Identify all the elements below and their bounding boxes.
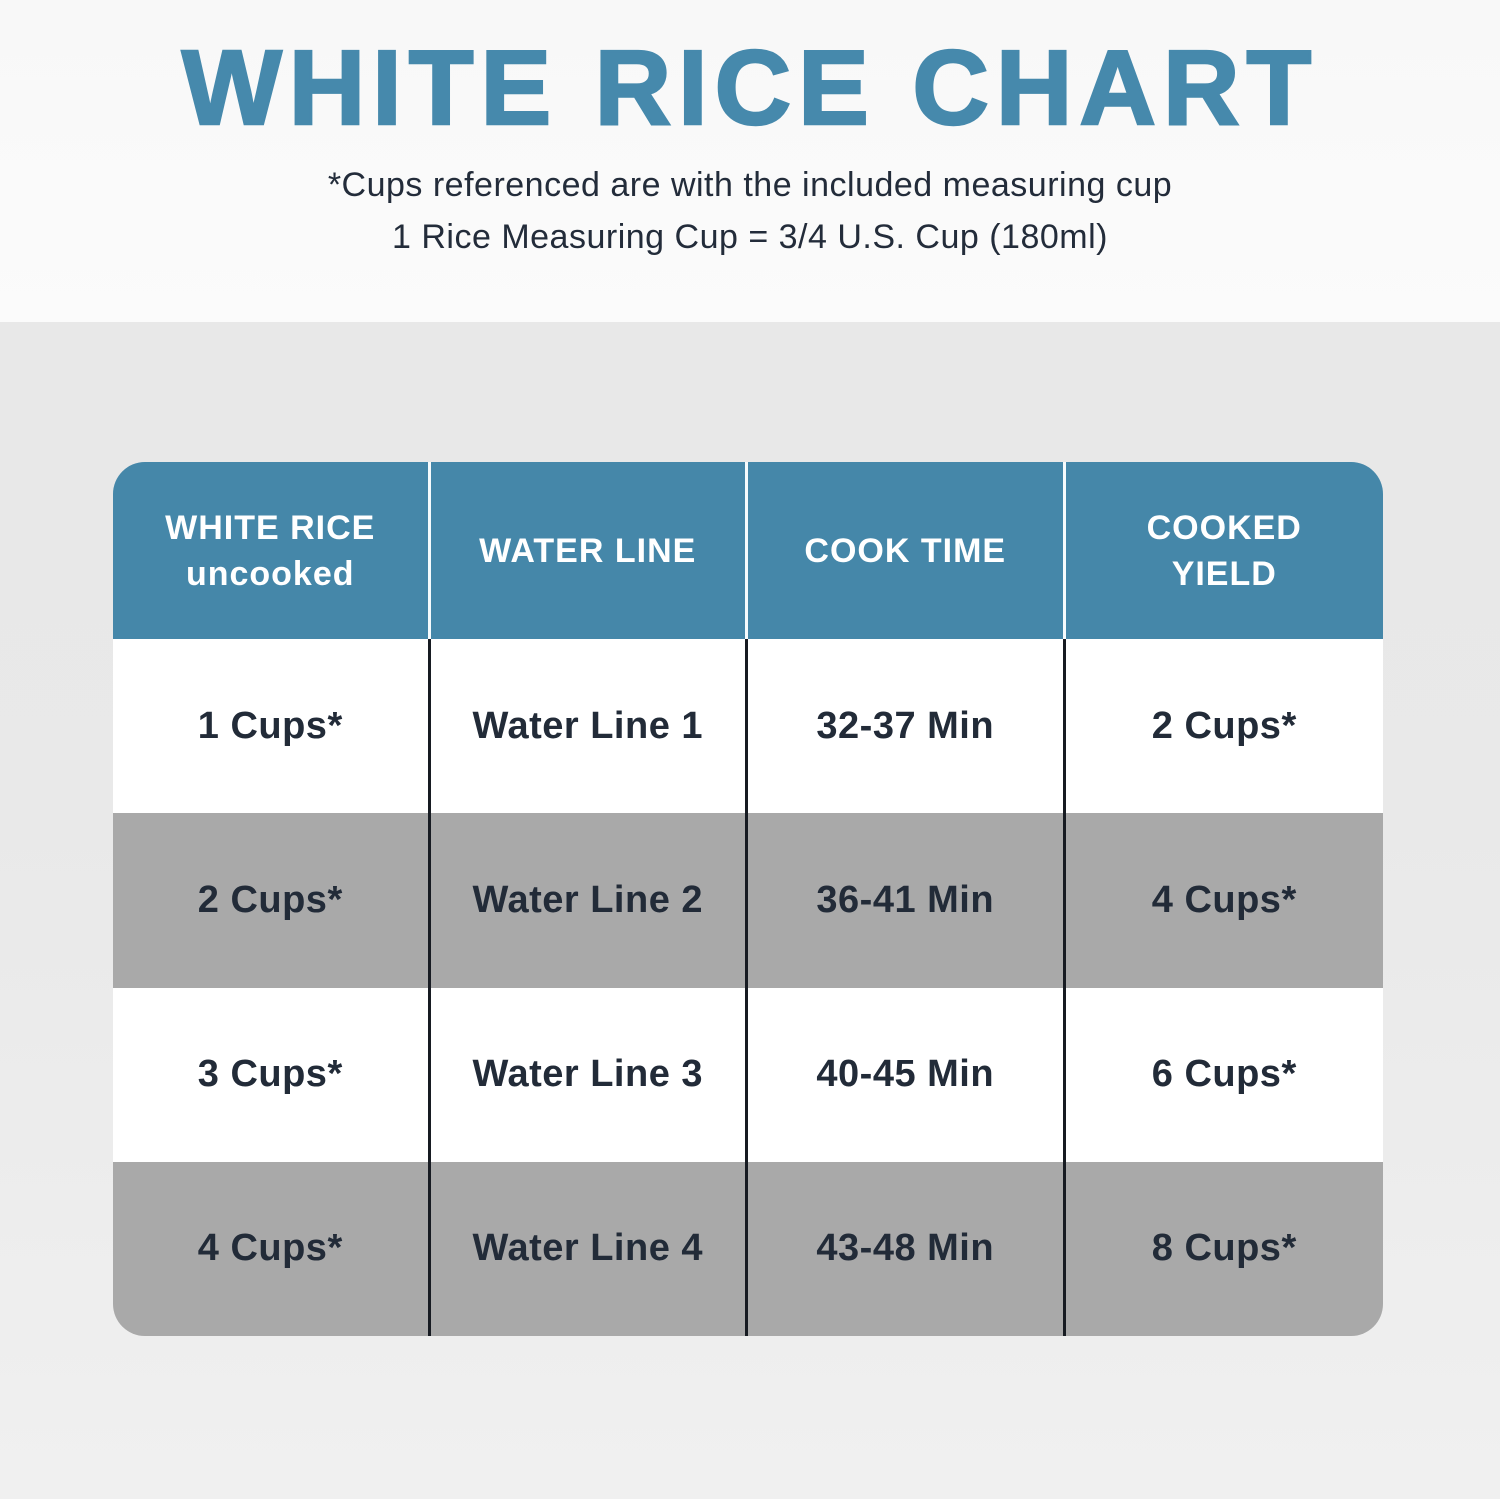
table-cell-waterline-r4: Water Line 4 [430, 1161, 748, 1336]
table-cell-yield-r2: 4 Cups* [1065, 813, 1383, 988]
page-title: WHITE RICE CHART [180, 29, 1319, 148]
subtitle-line-1: *Cups referenced are with the included m… [327, 165, 1173, 204]
table-cell-uncooked-r1: 1 Cups* [113, 639, 431, 814]
column-header-line: COOKED [1146, 508, 1302, 547]
table-cell-waterline-r3: Water Line 3 [430, 987, 748, 1162]
header-section: WHITE RICE CHART *Cups referenced are wi… [0, 0, 1500, 322]
table-cell-yield-r4: 8 Cups* [1065, 1161, 1383, 1336]
column-header-cooked-yield: COOKED YIELD [1065, 462, 1383, 639]
table-cell-cooktime-r4: 43-48 Min [748, 1161, 1066, 1336]
table-cell-cooktime-r1: 32-37 Min [748, 639, 1066, 814]
column-header-line: uncooked [185, 554, 355, 593]
table-cell-cooktime-r3: 40-45 Min [748, 987, 1066, 1162]
table-cell-yield-r3: 6 Cups* [1065, 987, 1383, 1162]
table-cell-waterline-r1: Water Line 1 [430, 639, 748, 814]
table-cell-uncooked-r3: 3 Cups* [113, 987, 431, 1162]
rice-cooking-table: WHITE RICE uncooked WATER LINE COOK TIME… [113, 462, 1383, 1336]
column-header-cook-time: COOK TIME [748, 462, 1066, 639]
table-cell-uncooked-r4: 4 Cups* [113, 1161, 431, 1336]
column-header-line: COOK TIME [804, 531, 1007, 570]
column-header-line: WHITE RICE [165, 508, 376, 547]
column-header-water-line: WATER LINE [430, 462, 748, 639]
subtitle-line-2: 1 Rice Measuring Cup = 3/4 U.S. Cup (180… [392, 217, 1108, 256]
column-header-white-rice-uncooked: WHITE RICE uncooked [113, 462, 431, 639]
column-header-line: YIELD [1171, 554, 1277, 593]
table-cell-waterline-r2: Water Line 2 [430, 813, 748, 988]
subtitle: *Cups referenced are with the included m… [0, 147, 1500, 263]
table-cell-yield-r1: 2 Cups* [1065, 639, 1383, 814]
table-cell-cooktime-r2: 36-41 Min [748, 813, 1066, 988]
column-header-line: WATER LINE [479, 531, 697, 570]
table-cell-uncooked-r2: 2 Cups* [113, 813, 431, 988]
